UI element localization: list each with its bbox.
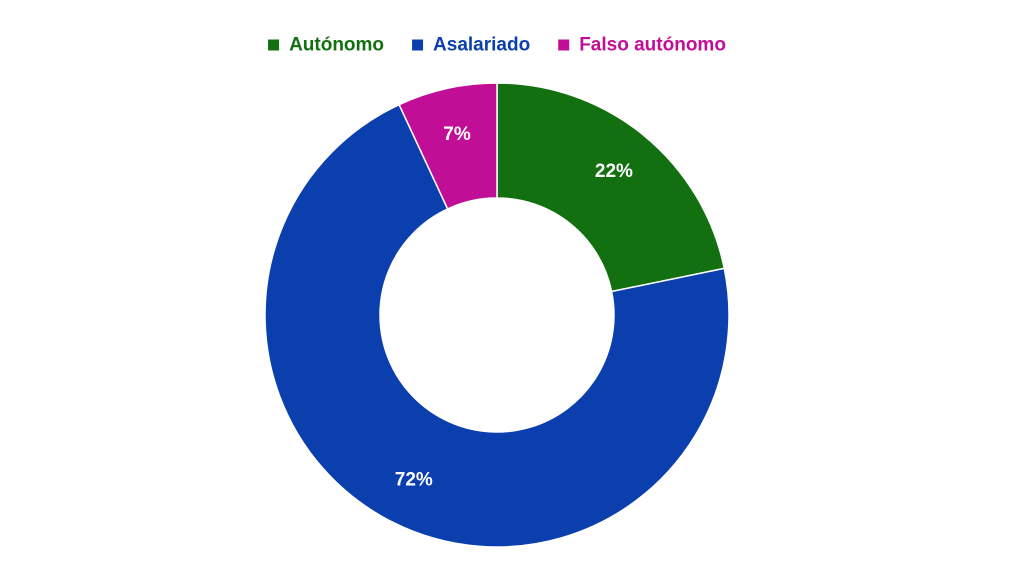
legend-swatch-asalariado xyxy=(412,39,424,51)
legend-label-autonomo: Autónomo xyxy=(289,35,384,56)
slice-falso-autonomo xyxy=(398,82,498,210)
data-label-falso-autonomo: 7% xyxy=(443,124,471,145)
donut-slices xyxy=(264,82,730,548)
legend-swatch-autonomo xyxy=(268,39,280,51)
legend-label-asalariado: Asalariado xyxy=(433,35,530,56)
slice-asalariado xyxy=(264,103,730,548)
legend: Autónomo Asalariado Falso autónomo xyxy=(268,35,726,56)
slice-autonomo xyxy=(496,82,726,293)
legend-swatch-falso-autonomo xyxy=(558,39,570,51)
data-label-asalariado: 72% xyxy=(395,470,433,491)
slice-labels: 22% 72% 7% xyxy=(395,124,633,491)
legend-label-falso-autonomo: Falso autónomo xyxy=(579,35,726,56)
data-label-autonomo: 22% xyxy=(595,161,633,182)
